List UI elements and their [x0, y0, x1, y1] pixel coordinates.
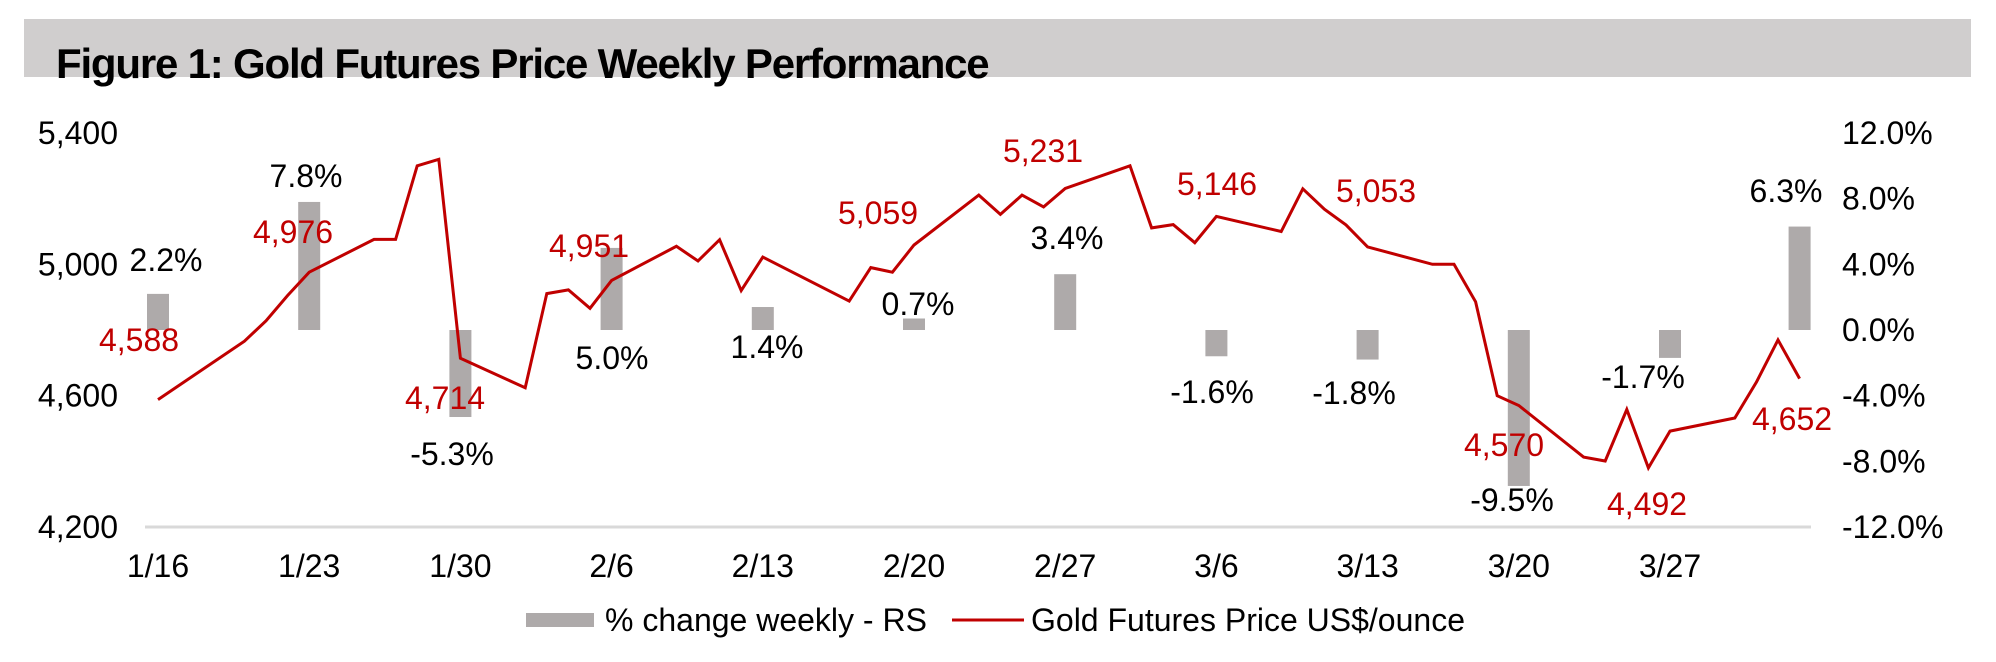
y-left-tick-label: 5,000 [38, 246, 118, 282]
x-tick-label: 2/13 [732, 548, 794, 584]
legend-label-bars: % change weekly - RS [605, 602, 927, 638]
bar-data-label: -1.6% [1170, 374, 1254, 410]
bar-weekly-change [1356, 330, 1379, 360]
y-right-tick-label: -4.0% [1842, 378, 1926, 414]
bar-weekly-change [298, 201, 321, 330]
price-data-label: 4,492 [1607, 486, 1687, 522]
gold-price-line [157, 157, 1801, 472]
price-data-label: 4,951 [549, 228, 629, 264]
x-tick-label: 3/20 [1488, 548, 1550, 584]
bar-weekly-change [1054, 274, 1077, 330]
bar-weekly-change [449, 330, 472, 418]
price-data-label: 4,588 [99, 322, 179, 358]
x-tick-label: 1/23 [278, 548, 340, 584]
bar-weekly-change [1659, 330, 1681, 358]
bar-weekly-change [147, 293, 169, 330]
bar-data-label: 2.2% [130, 242, 203, 278]
bar-weekly-change [600, 247, 623, 330]
bar-data-label: 5.0% [576, 340, 649, 376]
price-data-label: 4,976 [253, 214, 333, 250]
y-left-tick-label: 5,400 [38, 115, 118, 151]
x-tick-label: 3/13 [1336, 548, 1398, 584]
y-left-tick-label: 4,600 [38, 378, 118, 414]
x-tick-label: 3/27 [1639, 548, 1701, 584]
legend-label-line: Gold Futures Price US$/ounce [1031, 602, 1465, 638]
x-tick-label: 2/27 [1034, 548, 1096, 584]
price-data-label: 4,714 [405, 380, 485, 416]
chart-title: Figure 1: Gold Futures Price Weekly Perf… [56, 40, 990, 87]
price-data-label: 5,059 [838, 195, 918, 231]
price-data-label: 4,652 [1752, 401, 1832, 437]
bar-weekly-change [1205, 330, 1228, 357]
y-right-tick-label: 0.0% [1842, 312, 1915, 348]
y-right-tick-label: 8.0% [1842, 181, 1915, 217]
bar-weekly-change [1507, 330, 1530, 486]
x-tick-label: 1/16 [127, 548, 189, 584]
price-data-label: 5,231 [1003, 133, 1083, 169]
x-tick-label: 2/6 [589, 548, 633, 584]
y-right-tick-label: -12.0% [1842, 509, 1943, 545]
x-tick-label: 1/30 [429, 548, 491, 584]
x-tick-label: 2/20 [883, 548, 945, 584]
y-right-tick-label: -8.0% [1842, 443, 1926, 479]
y-left-tick-label: 4,200 [38, 509, 118, 545]
price-data-label: 5,053 [1336, 173, 1416, 209]
price-data-label: 4,570 [1464, 427, 1544, 463]
title-bar: Figure 1: Gold Futures Price Weekly Perf… [24, 19, 1971, 87]
bar-weekly-change [751, 307, 774, 330]
bar-data-label: -1.7% [1601, 359, 1685, 395]
bar-data-label: -5.3% [410, 436, 494, 472]
bar-data-label: -1.8% [1312, 375, 1396, 411]
bar-data-label: 3.4% [1031, 220, 1104, 256]
bar-data-label: -9.5% [1470, 482, 1554, 518]
y-right-tick-label: 12.0% [1842, 115, 1933, 151]
bar-weekly-change [903, 318, 925, 330]
bar-data-label: 7.8% [270, 158, 343, 194]
y-right-tick-label: 4.0% [1842, 246, 1915, 282]
bar-data-label: 0.7% [882, 286, 955, 322]
legend-swatch-bars [526, 613, 594, 627]
bar-data-label: 1.4% [731, 329, 804, 365]
x-tick-label: 3/6 [1194, 548, 1238, 584]
bar-weekly-change [1788, 226, 1811, 330]
bar-data-label: 6.3% [1750, 173, 1823, 209]
price-data-label: 5,146 [1177, 166, 1257, 202]
